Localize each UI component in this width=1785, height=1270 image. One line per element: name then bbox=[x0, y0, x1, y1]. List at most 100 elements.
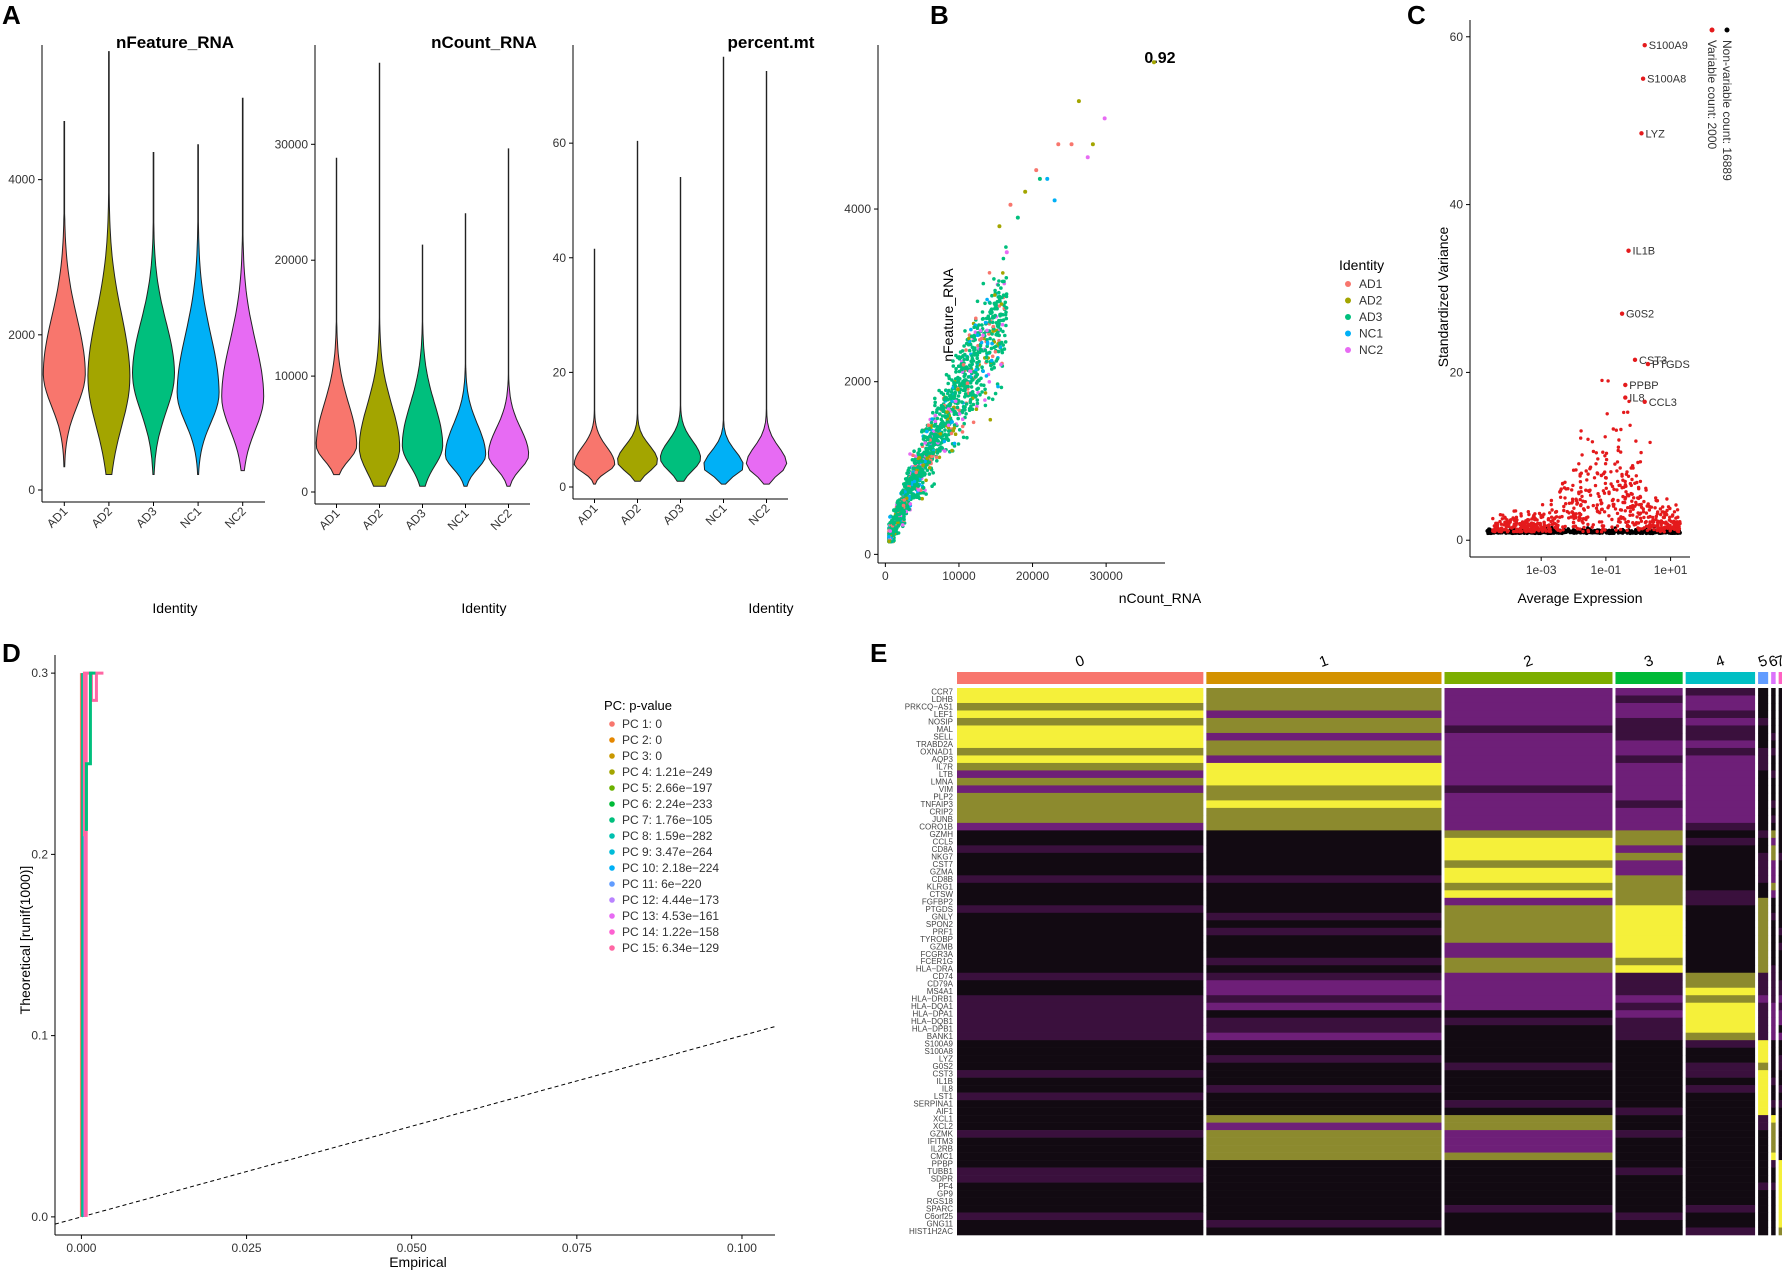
scatter-point bbox=[951, 429, 956, 433]
scatter-point bbox=[999, 362, 1003, 367]
heatmap-cell bbox=[1771, 747, 1776, 756]
heatmap-cell bbox=[1685, 852, 1756, 861]
variable-point bbox=[1601, 472, 1606, 476]
heatmap-cell bbox=[1758, 725, 1769, 734]
heatmap-cell bbox=[1778, 1100, 1782, 1108]
heatmap-cell bbox=[1758, 905, 1769, 914]
heatmap-cell bbox=[1758, 717, 1769, 726]
legend-key bbox=[1345, 297, 1351, 304]
heatmap-cell bbox=[1771, 755, 1776, 764]
variable-point bbox=[1538, 521, 1543, 526]
variable-point bbox=[1653, 506, 1657, 510]
variable-point bbox=[1656, 519, 1661, 523]
heatmap-cell bbox=[957, 717, 1204, 726]
heatmap-cell bbox=[1685, 905, 1756, 914]
heatmap-cell bbox=[957, 905, 1204, 914]
scatter-point bbox=[995, 357, 1000, 361]
violin-title: nFeature_RNA bbox=[116, 33, 234, 52]
heatmap-cell bbox=[957, 1085, 1204, 1093]
variable-point bbox=[1519, 526, 1524, 530]
legend-title: PC: p-value bbox=[604, 698, 672, 713]
heatmap-cell bbox=[1771, 1010, 1776, 1018]
heatmap-cell bbox=[1778, 987, 1782, 996]
variable-point bbox=[1499, 526, 1504, 531]
variable-point bbox=[1601, 450, 1605, 454]
variable-point bbox=[1637, 527, 1642, 531]
violin-title: nCount_RNA bbox=[431, 33, 537, 52]
scatter-point bbox=[983, 301, 987, 306]
scatter-point bbox=[974, 367, 978, 372]
scatter-point bbox=[1000, 322, 1005, 327]
variable-point bbox=[1573, 524, 1578, 528]
heatmap-cell bbox=[1771, 882, 1776, 891]
scatter-point bbox=[992, 277, 996, 281]
scatter-point bbox=[961, 404, 966, 409]
variable-point bbox=[1638, 494, 1642, 499]
heatmap-cell bbox=[1771, 1212, 1776, 1221]
heatmap-cell bbox=[1444, 792, 1613, 801]
heatmap-cell bbox=[1685, 1182, 1756, 1191]
variable-point bbox=[1602, 491, 1607, 495]
variable-point bbox=[1641, 507, 1646, 511]
scatter-point bbox=[919, 474, 924, 479]
heatmap-cell bbox=[957, 1002, 1204, 1011]
heatmap-cell bbox=[1206, 1025, 1442, 1033]
scatter-point bbox=[937, 455, 942, 460]
variable-point bbox=[1675, 508, 1680, 512]
heatmap-cell bbox=[957, 695, 1204, 704]
scatter-point bbox=[963, 392, 968, 396]
heatmap-cell bbox=[1206, 1182, 1442, 1191]
variable-point bbox=[1588, 467, 1592, 471]
violin-nc2 bbox=[221, 97, 265, 472]
labeled-gene-point bbox=[1626, 248, 1631, 253]
scatter-point bbox=[992, 362, 996, 366]
variable-point bbox=[1592, 476, 1597, 480]
scatter-point bbox=[1008, 202, 1013, 207]
heatmap-cell bbox=[1758, 957, 1769, 966]
variable-point bbox=[1615, 469, 1619, 473]
scatter-point bbox=[971, 420, 976, 425]
legend-label: PC 13: 4.53e−161 bbox=[622, 909, 719, 923]
heatmap-cell bbox=[957, 972, 1204, 981]
heatmap-cell bbox=[1758, 1040, 1769, 1048]
scatter-point bbox=[933, 400, 937, 405]
heatmap-cell bbox=[1615, 1032, 1683, 1041]
heatmap-cell bbox=[1444, 717, 1613, 726]
y-tick-label: 0.0 bbox=[31, 1210, 48, 1224]
scatter-point bbox=[941, 407, 945, 412]
y-tick-label: 10000 bbox=[275, 369, 309, 383]
scatter-point bbox=[915, 493, 919, 497]
variable-point bbox=[1549, 502, 1553, 507]
variable-point bbox=[1662, 530, 1667, 534]
scatter-point bbox=[989, 307, 994, 312]
heatmap-cell bbox=[1778, 792, 1782, 801]
heatmap-cell bbox=[957, 1062, 1204, 1071]
scatter-point bbox=[1004, 323, 1008, 328]
heatmap-cell bbox=[1758, 785, 1769, 794]
heatmap-cell bbox=[1615, 688, 1683, 696]
variable-point bbox=[1593, 483, 1598, 488]
heatmap-cell bbox=[957, 1205, 1204, 1213]
scatter-point bbox=[964, 412, 968, 416]
heatmap-cell bbox=[1758, 1152, 1769, 1161]
heatmap-cell bbox=[1444, 710, 1613, 719]
heatmap-cell bbox=[1615, 1070, 1683, 1078]
variable-point bbox=[1676, 522, 1680, 526]
variable-point bbox=[1595, 471, 1599, 475]
heatmap-cell bbox=[957, 1227, 1204, 1236]
scatter-point bbox=[908, 452, 912, 456]
scatter-point bbox=[917, 455, 922, 460]
heatmap-cell bbox=[1206, 1100, 1442, 1108]
heatmap-cell bbox=[1778, 1115, 1782, 1123]
heatmap-cell bbox=[1685, 1070, 1756, 1078]
heatmap-cell bbox=[1206, 935, 1442, 944]
heatmap-cell bbox=[1444, 1212, 1613, 1221]
variable-point bbox=[1627, 524, 1631, 529]
legend-label: AD1 bbox=[1359, 277, 1383, 291]
scatter-point bbox=[989, 346, 994, 351]
variable-point bbox=[1540, 528, 1545, 532]
heatmap-cell bbox=[1615, 867, 1683, 876]
heatmap-cell bbox=[1771, 1145, 1776, 1153]
scatter-point bbox=[970, 354, 974, 358]
heatmap-cell bbox=[1615, 815, 1683, 824]
